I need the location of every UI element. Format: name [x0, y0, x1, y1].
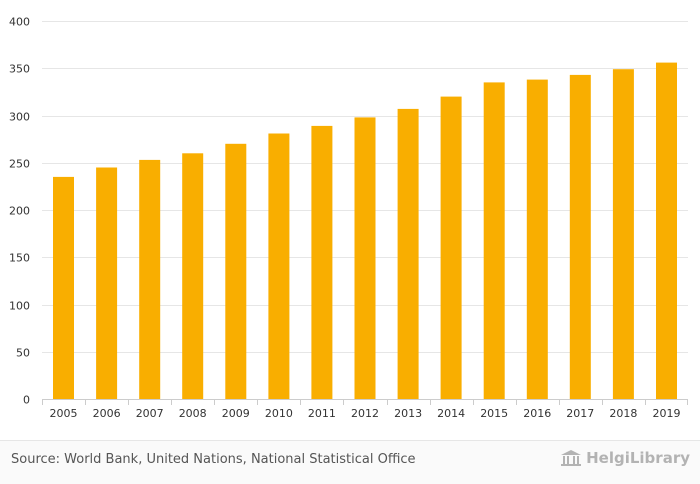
y-tick-label-100: 100 [9, 300, 30, 313]
y-tick-label-0: 0 [23, 394, 30, 407]
bar-2005 [53, 176, 74, 399]
x-tick-label-2011: 2011 [308, 407, 336, 420]
bar-2008 [182, 153, 204, 399]
bar-2014 [440, 96, 462, 399]
bar-2007 [139, 159, 161, 399]
y-tick-label-300: 300 [9, 111, 30, 124]
y-tick-label-350: 350 [9, 63, 30, 76]
x-tick-label-2015: 2015 [480, 407, 508, 420]
x-tick-label-2008: 2008 [179, 407, 207, 420]
x-tick-label-2012: 2012 [351, 407, 379, 420]
bar-2018 [612, 69, 634, 399]
brand-logo[interactable]: HelgiLibrary [560, 449, 690, 467]
y-tick-label-50: 50 [16, 347, 30, 360]
bar-2009 [225, 143, 247, 399]
x-tick-label-2019: 2019 [653, 407, 681, 420]
bar-2016 [526, 79, 548, 399]
bar-2019 [656, 62, 677, 399]
y-tick-label-150: 150 [9, 252, 30, 265]
y-tick-label-250: 250 [9, 158, 30, 171]
x-tick-label-2016: 2016 [523, 407, 551, 420]
x-tick-label-2014: 2014 [437, 407, 465, 420]
x-tick-label-2009: 2009 [222, 407, 250, 420]
bar-2011 [311, 125, 333, 400]
x-tick-label-2017: 2017 [566, 407, 594, 420]
brand-name: HelgiLibrary [586, 449, 690, 467]
library-building-icon [560, 449, 582, 467]
source-text: Source: World Bank, United Nations, Nati… [11, 452, 416, 467]
x-tick-label-2013: 2013 [394, 407, 422, 420]
x-tick-label-2010: 2010 [265, 407, 293, 420]
x-tick-label-2007: 2007 [136, 407, 164, 420]
bar-2017 [569, 74, 591, 400]
bar-2015 [483, 82, 505, 400]
y-tick-label-200: 200 [9, 205, 30, 218]
x-tick-label-2018: 2018 [609, 407, 637, 420]
bars [53, 62, 677, 400]
bar-2012 [354, 117, 376, 400]
axes: 0 50 100 150 200 250 300 350 400 2005 2006 2007 2008… [9, 16, 688, 420]
bar-2010 [268, 133, 290, 399]
bar-chart: 0 50 100 150 200 250 300 350 400 2005 2006 2007 2008… [9, 16, 688, 420]
bar-2006 [96, 167, 118, 399]
y-tick-label-400: 400 [9, 16, 30, 29]
chart-footer: Source: World Bank, United Nations, Nati… [0, 440, 700, 484]
bar-2013 [397, 108, 419, 400]
x-tick-label-2006: 2006 [93, 407, 121, 420]
x-tick-label-2005: 2005 [50, 407, 78, 420]
